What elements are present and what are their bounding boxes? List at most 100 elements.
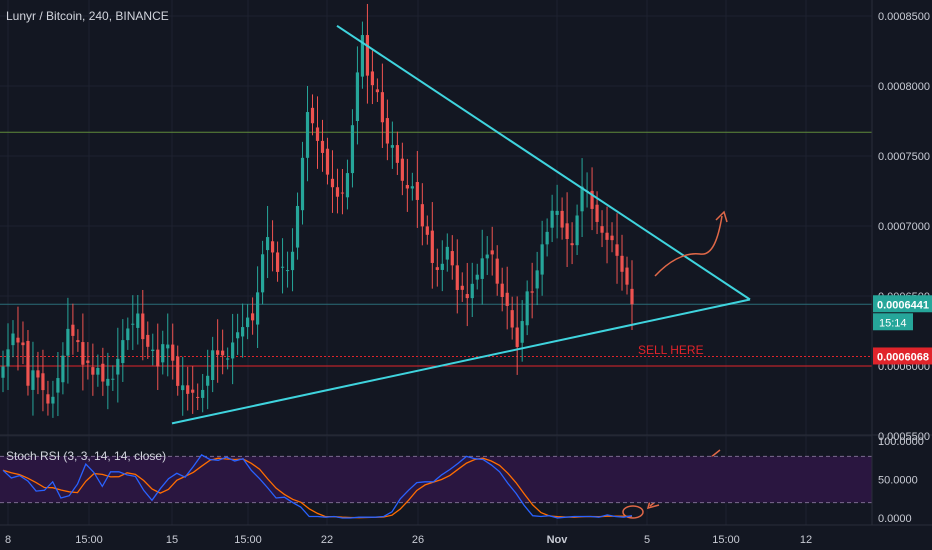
candle-body [295,205,300,248]
time-tick-label: 22 [321,534,333,546]
candle-body [76,340,80,343]
candle-body [66,328,70,356]
candle-body [111,378,115,380]
candle-body [580,186,584,212]
candle-body [615,244,619,256]
candle-body [310,107,315,124]
time-tick-label: 15 [166,534,178,546]
stoch-rsi-legend-label: Stoch RSI (3, 3, 14, 14, close) [6,449,167,463]
time-tick-label: 8 [5,534,11,546]
candle-body [236,332,240,339]
candle-body [475,274,479,280]
candle-body [141,313,145,340]
current-price-tag [873,295,932,313]
candle-body [226,358,230,360]
candle-body [305,112,310,158]
candle-body [56,378,60,393]
upper-trendline [336,24,751,301]
candle-body [6,349,10,367]
candle-body [500,283,504,297]
candle-body [465,294,469,299]
candle-body [490,250,494,255]
candle-body [480,258,484,279]
candle-body [315,127,320,141]
time-tick-label: 15:00 [234,534,262,546]
candle-body [26,340,30,386]
rsi-tick-label: 100.0000 [878,436,924,448]
grid [0,0,872,525]
candle-body [340,192,345,194]
candle-body [515,327,519,347]
rsi-circle-mark [622,505,644,519]
candle-body [485,254,489,259]
candle-body [420,204,424,227]
candle-body [410,186,414,189]
candle-body [136,313,140,328]
stoch-rsi-legend[interactable]: Stoch RSI (3, 3, 14, 14, close) [6,449,166,463]
candle-body [196,396,200,398]
candle-body [176,356,180,386]
candle-body [265,237,270,251]
candle-body [71,324,75,336]
projection-arrow-path [654,215,723,277]
candle-body [390,145,394,148]
candle-body [96,367,100,375]
candle-body [151,349,155,352]
candle-body [510,310,514,328]
candle-body [400,158,404,181]
candle-body [166,344,170,349]
candle-body [61,355,65,383]
candle-body [251,313,255,321]
candle-body [211,350,215,380]
candle-body [405,184,409,189]
candle-body [620,255,624,272]
candle-body [445,246,449,260]
candle-body [470,283,474,299]
projection-arrow-head [715,210,728,223]
candle-body [520,321,524,343]
candle-body [21,342,25,346]
candle-body [206,375,210,386]
sell-price-tag-label: 0.0006068 [877,351,929,363]
price-tick-label: 0.0007500 [878,151,930,163]
candle-body [435,267,439,270]
candle-body [116,358,120,375]
time-tick-label: 5 [644,534,650,546]
candle-body [345,173,350,198]
candle-body [255,292,260,325]
candle-body [395,145,399,163]
candle-body [86,360,90,363]
candle-body [535,270,539,289]
candle-body [440,263,444,270]
sell-price-tag [873,347,932,365]
candle-body [46,394,50,404]
annotations: SELL HERE [622,210,728,519]
candle-body [186,385,190,394]
candle-body [320,140,325,153]
candle-body [555,210,559,215]
candle-body [630,288,634,305]
rsi-tick-label: 0.0000 [878,513,912,525]
current-price-tag-label: 0.0006441 [877,299,929,311]
candle-body [246,317,250,328]
candles [1,3,634,418]
candle-body [31,370,35,390]
candle-body [270,241,275,253]
candle-body [425,226,429,235]
candle-body [550,210,554,228]
candle-body [11,333,15,346]
candle-body [121,340,125,364]
time-tick-label: 15:00 [712,534,740,546]
candle-body [610,235,614,241]
candle-body [560,210,564,228]
symbol-legend[interactable]: Lunyr / Bitcoin, 240, BINANCE [6,9,169,23]
triangle-pattern[interactable] [171,24,751,425]
candle-body [126,328,130,341]
candle-body [241,327,245,337]
candle-body [365,35,370,76]
candle-body [380,92,384,123]
candle-body [540,244,544,275]
candle-body [430,230,434,263]
candle-body [16,337,20,343]
